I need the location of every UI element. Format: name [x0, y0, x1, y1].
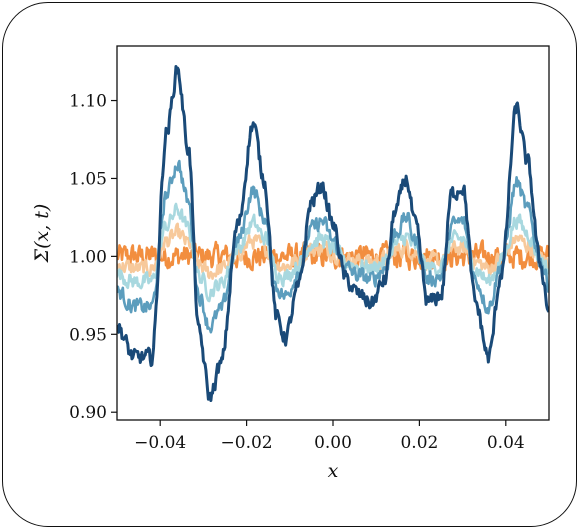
- y-tick-label: 0.95: [69, 325, 107, 345]
- x-tick-label: 0.00: [314, 433, 352, 453]
- series-line-5: [117, 65, 549, 403]
- x-axis-label: x: [328, 460, 339, 482]
- ticks-layer: −0.04 −0.02 0.00 0.02 0.04 0.90 0.95 1.00 1.05 1.…: [69, 92, 525, 453]
- y-tick-label: 1.05: [69, 169, 107, 189]
- series-line-4: [117, 159, 549, 334]
- y-tick-label: 1.10: [69, 92, 107, 112]
- series-line-2: [117, 222, 549, 280]
- x-tick-label: −0.04: [134, 433, 186, 453]
- series-line-3: [117, 202, 549, 303]
- y-tick-label: 1.00: [69, 247, 107, 267]
- y-axis-label: Σ(x, t): [31, 204, 53, 264]
- y-tick-label: 0.90: [69, 403, 107, 423]
- x-tick-label: 0.04: [487, 433, 525, 453]
- x-tick-label: −0.02: [221, 433, 273, 453]
- series-layer: [117, 65, 549, 403]
- x-tick-label: 0.02: [400, 433, 438, 453]
